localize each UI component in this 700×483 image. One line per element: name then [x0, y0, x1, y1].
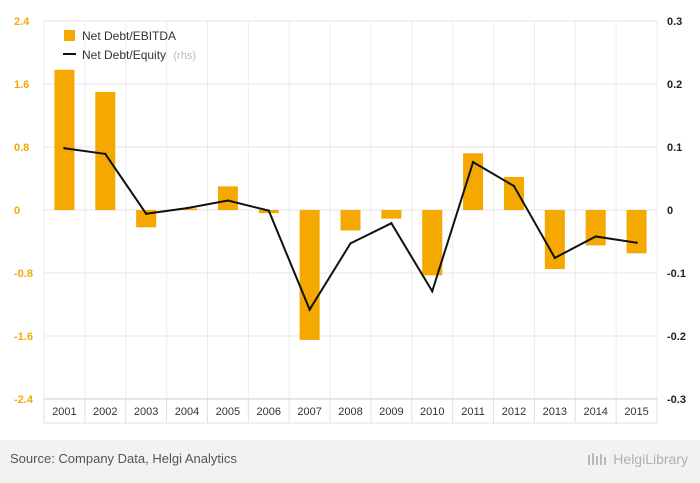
legend-label-net-debt-equity: Net Debt/Equity (rhs) [82, 48, 196, 62]
x-tick-label: 2003 [134, 406, 158, 418]
point-net-debt-equity [390, 222, 393, 225]
x-tick-label: 2015 [624, 406, 648, 418]
y-right-tick-label: 0.2 [667, 79, 682, 91]
y-right-tick-label: -0.1 [667, 268, 686, 280]
point-net-debt-equity [635, 241, 638, 244]
bar-net-debt-ebitda [544, 210, 565, 270]
bar-net-debt-ebitda [217, 186, 238, 210]
point-net-debt-equity [226, 199, 230, 202]
y-left-tick-label: 0.8 [14, 142, 29, 154]
bar-net-debt-ebitda [422, 210, 443, 276]
x-tick-label: 2006 [257, 406, 281, 418]
legend-swatch-net-debt-ebitda [64, 30, 75, 41]
x-tick-label: 2008 [338, 406, 362, 418]
x-tick-label: 2011 [461, 406, 485, 418]
y-left-tick-label: 2.4 [14, 16, 30, 28]
y-left-tick-label: -2.4 [14, 394, 34, 406]
x-tick-label: 2014 [583, 406, 607, 418]
bar-net-debt-ebitda [340, 210, 361, 231]
combo-chart: 2.4 1.6 0.8 0 -0.8 -1.6 -2.4 0.3 0.2 0.1 0 -0.1 -0.2… [14, 16, 686, 424]
y-right-tick-label: 0 [667, 205, 673, 217]
x-tick-label: 2005 [216, 406, 240, 418]
legend-label-net-debt-equity-name: Net Debt/Equity [82, 48, 166, 62]
source-note: Source: Company Data, Helgi Analytics [10, 451, 237, 466]
bar-net-debt-ebitda [136, 210, 157, 228]
bar-net-debt-ebitda [381, 210, 402, 219]
y-left-tick-label: -1.6 [14, 331, 33, 343]
point-net-debt-equity [267, 209, 270, 212]
x-tick-label: 2013 [543, 406, 567, 418]
brand-logo: HelgiLibrary [587, 451, 688, 467]
point-net-debt-equity [144, 212, 148, 215]
x-tick-label: 2007 [297, 406, 321, 418]
y-right-tick-label: -0.2 [667, 331, 686, 343]
point-net-debt-equity [471, 160, 475, 164]
y-right-tick-label: 0.1 [667, 142, 682, 154]
bar-net-debt-ebitda [463, 153, 484, 210]
bar-net-debt-ebitda [503, 176, 524, 210]
x-tick-label: 2004 [175, 406, 199, 418]
y-left-tick-label: -0.8 [14, 268, 33, 280]
x-tick-label: 2012 [502, 406, 526, 418]
x-tick-label: 2010 [420, 406, 444, 418]
point-net-debt-equity [104, 152, 107, 156]
point-net-debt-equity [512, 184, 516, 188]
point-net-debt-equity [431, 290, 434, 293]
bar-net-debt-ebitda [299, 210, 320, 340]
point-net-debt-equity [185, 206, 189, 210]
x-tick-label: 2002 [93, 406, 117, 418]
chart-area: 2.4 1.6 0.8 0 -0.8 -1.6 -2.4 0.3 0.2 0.1 0 -0.1 -0.2… [0, 0, 700, 440]
brand-name: HelgiLibrary [613, 451, 688, 467]
y-right-tick-label: -0.3 [667, 394, 686, 406]
point-net-debt-equity [349, 242, 352, 245]
point-net-debt-equity [63, 147, 66, 150]
legend-label-rhs: (rhs) [173, 50, 196, 62]
library-icon [588, 453, 607, 465]
y-left-tick-label: 0 [14, 205, 20, 217]
x-tick-label: 2001 [52, 406, 76, 418]
legend-label-net-debt-ebitda: Net Debt/EBITDA [82, 29, 176, 43]
x-tick-label: 2009 [379, 406, 403, 418]
bar-net-debt-ebitda [626, 210, 647, 254]
y-left-tick-label: 1.6 [14, 79, 29, 91]
point-net-debt-equity [594, 235, 597, 238]
point-net-debt-equity [308, 308, 311, 311]
bar-net-debt-ebitda [54, 69, 75, 210]
point-net-debt-equity [553, 256, 557, 260]
y-right-tick-label: 0.3 [667, 16, 682, 28]
bar-net-debt-ebitda [95, 91, 116, 210]
